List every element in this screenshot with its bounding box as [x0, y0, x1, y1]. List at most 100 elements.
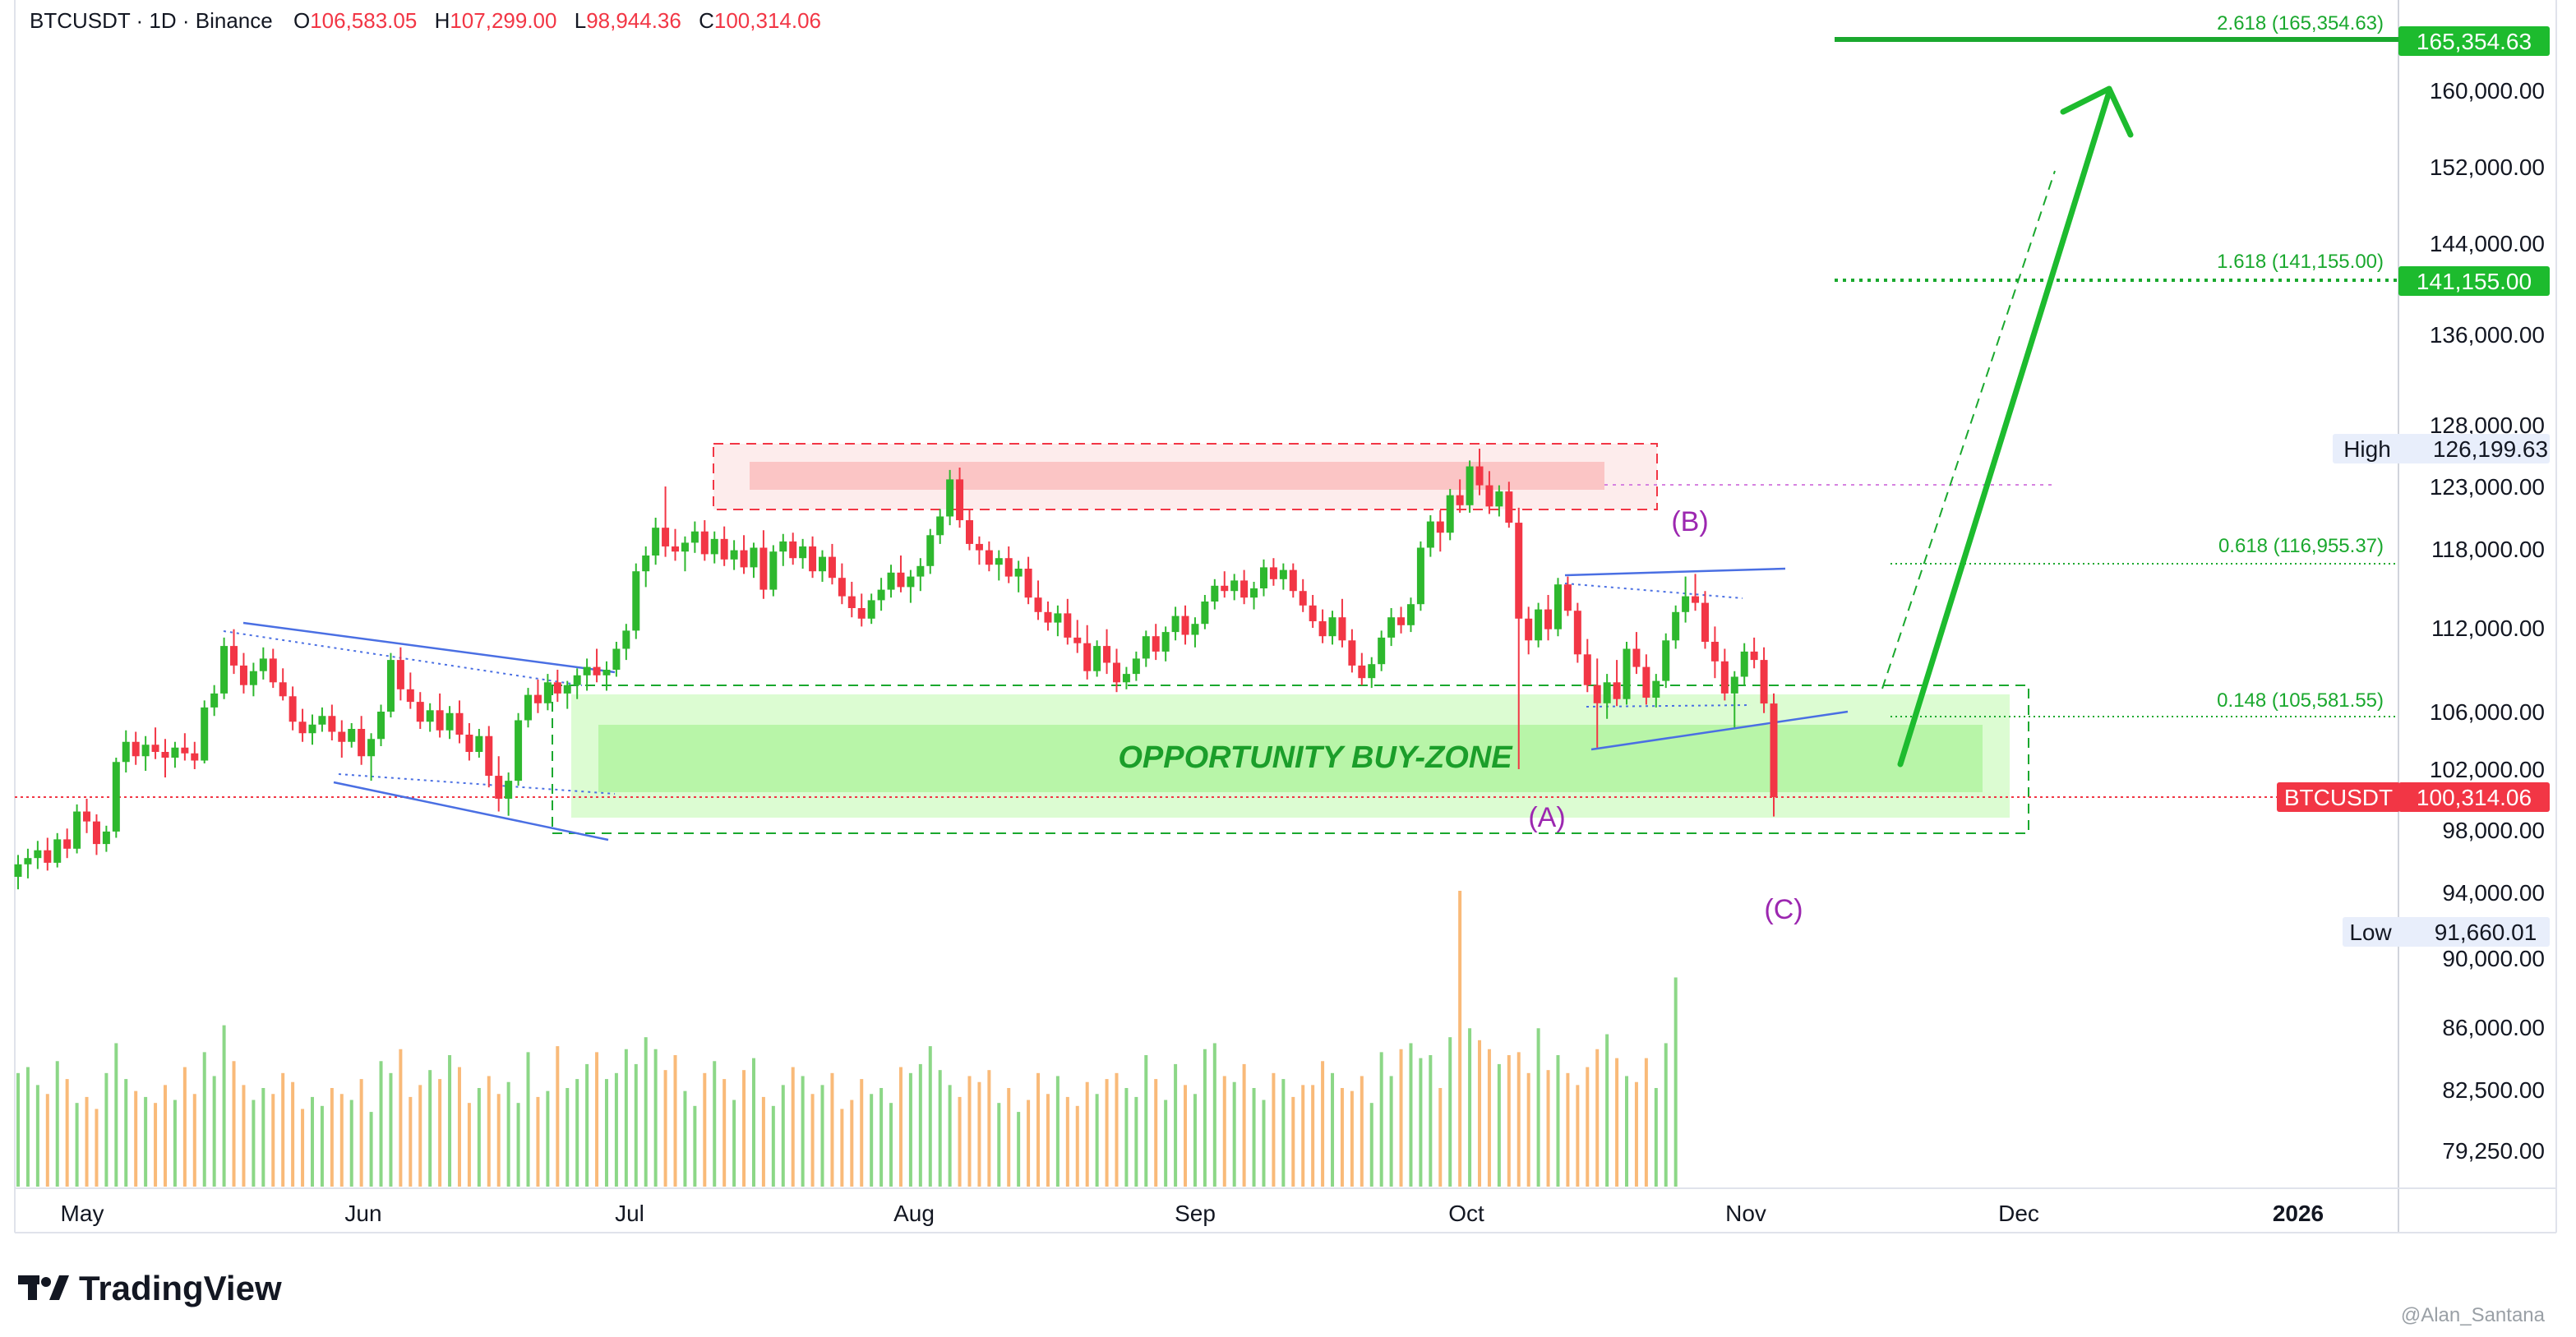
- candle[interactable]: [1426, 514, 1434, 557]
- candle[interactable]: [543, 674, 552, 711]
- candle[interactable]: [1387, 608, 1396, 647]
- tradingview-logo[interactable]: TradingView: [18, 1269, 282, 1307]
- candle[interactable]: [377, 704, 385, 747]
- candle[interactable]: [191, 741, 199, 769]
- candle[interactable]: [132, 731, 140, 765]
- candle[interactable]: [53, 832, 62, 868]
- candle[interactable]: [181, 733, 189, 761]
- candle[interactable]: [750, 542, 758, 579]
- candle[interactable]: [445, 706, 454, 740]
- candle[interactable]: [1358, 652, 1366, 685]
- candle[interactable]: [239, 652, 247, 694]
- candle[interactable]: [485, 726, 493, 788]
- candle[interactable]: [1682, 576, 1690, 623]
- candle[interactable]: [269, 648, 277, 689]
- candle[interactable]: [1171, 606, 1180, 641]
- candle[interactable]: [877, 578, 885, 611]
- candle[interactable]: [1456, 479, 1464, 513]
- candle[interactable]: [1692, 574, 1700, 611]
- candle[interactable]: [819, 550, 827, 582]
- candle[interactable]: [1318, 609, 1327, 643]
- candle[interactable]: [14, 855, 22, 890]
- candle[interactable]: [122, 730, 130, 773]
- candle[interactable]: [1525, 606, 1533, 655]
- candle[interactable]: [533, 679, 542, 713]
- candle[interactable]: [1181, 605, 1189, 645]
- candle[interactable]: [1211, 579, 1219, 610]
- candle[interactable]: [1054, 605, 1062, 637]
- candle[interactable]: [573, 668, 581, 699]
- candle[interactable]: [220, 637, 229, 699]
- candle[interactable]: [1259, 559, 1267, 597]
- candle[interactable]: [956, 467, 964, 528]
- candle[interactable]: [1328, 611, 1336, 645]
- candle[interactable]: [1495, 485, 1503, 517]
- candle[interactable]: [1535, 602, 1543, 648]
- candle[interactable]: [289, 686, 297, 731]
- candle[interactable]: [416, 692, 424, 729]
- candle[interactable]: [1397, 606, 1406, 634]
- candle[interactable]: [495, 756, 503, 812]
- candle[interactable]: [681, 536, 689, 572]
- candle[interactable]: [308, 714, 316, 745]
- candle[interactable]: [524, 688, 533, 728]
- candle[interactable]: [740, 535, 748, 574]
- candle[interactable]: [779, 533, 787, 566]
- candle[interactable]: [1034, 580, 1042, 620]
- candle[interactable]: [1475, 449, 1484, 496]
- buy-zone-outline[interactable]: [552, 685, 2029, 834]
- candle[interactable]: [406, 672, 414, 709]
- candle[interactable]: [151, 727, 159, 759]
- candle[interactable]: [436, 693, 444, 738]
- candle[interactable]: [161, 739, 169, 778]
- candle[interactable]: [73, 804, 81, 854]
- oct-channel-top[interactable]: [1564, 567, 1786, 577]
- price-axis[interactable]: 160,000.00 152,000.00 144,000.00 136,000.00…: [2430, 78, 2545, 1164]
- candle[interactable]: [455, 700, 464, 744]
- candle[interactable]: [1073, 620, 1082, 653]
- candle[interactable]: [799, 538, 807, 569]
- candle[interactable]: [1221, 571, 1229, 598]
- candle[interactable]: [328, 704, 336, 741]
- candle[interactable]: [1662, 633, 1670, 689]
- candle[interactable]: [102, 825, 110, 852]
- candle[interactable]: [926, 528, 935, 574]
- may-channel-top[interactable]: [242, 621, 616, 674]
- candle[interactable]: [475, 729, 483, 758]
- candle[interactable]: [1416, 541, 1424, 611]
- candle[interactable]: [1240, 569, 1249, 605]
- candle[interactable]: [612, 642, 621, 677]
- candle[interactable]: [1553, 578, 1562, 637]
- candle[interactable]: [1603, 674, 1611, 719]
- candle[interactable]: [710, 531, 718, 564]
- candle[interactable]: [1505, 482, 1513, 528]
- candle[interactable]: [916, 558, 925, 592]
- candle[interactable]: [298, 708, 307, 742]
- candle[interactable]: [465, 723, 473, 761]
- candle[interactable]: [632, 563, 640, 639]
- candle[interactable]: [867, 593, 875, 625]
- candle[interactable]: [690, 521, 699, 553]
- candle[interactable]: [1515, 507, 1523, 769]
- candle[interactable]: [1740, 643, 1748, 685]
- time-axis[interactable]: May Jun Jul Aug Sep Oct Nov Dec 2026: [61, 1201, 2324, 1226]
- candle[interactable]: [672, 528, 680, 561]
- candle[interactable]: [1642, 654, 1650, 705]
- candle[interactable]: [1760, 647, 1768, 713]
- candle[interactable]: [92, 814, 100, 855]
- candle[interactable]: [1652, 674, 1660, 708]
- candle[interactable]: [652, 518, 660, 565]
- candle[interactable]: [769, 545, 778, 597]
- candle[interactable]: [1132, 651, 1140, 681]
- candle[interactable]: [622, 624, 630, 661]
- candle[interactable]: [730, 540, 738, 570]
- candle[interactable]: [1014, 560, 1023, 592]
- candle[interactable]: [759, 530, 768, 599]
- candle[interactable]: [1632, 632, 1641, 675]
- candle[interactable]: [1338, 598, 1346, 648]
- candle[interactable]: [210, 685, 219, 717]
- candle[interactable]: [1544, 595, 1553, 641]
- candle[interactable]: [1004, 546, 1013, 583]
- candle[interactable]: [1230, 574, 1239, 601]
- candle[interactable]: [887, 565, 895, 598]
